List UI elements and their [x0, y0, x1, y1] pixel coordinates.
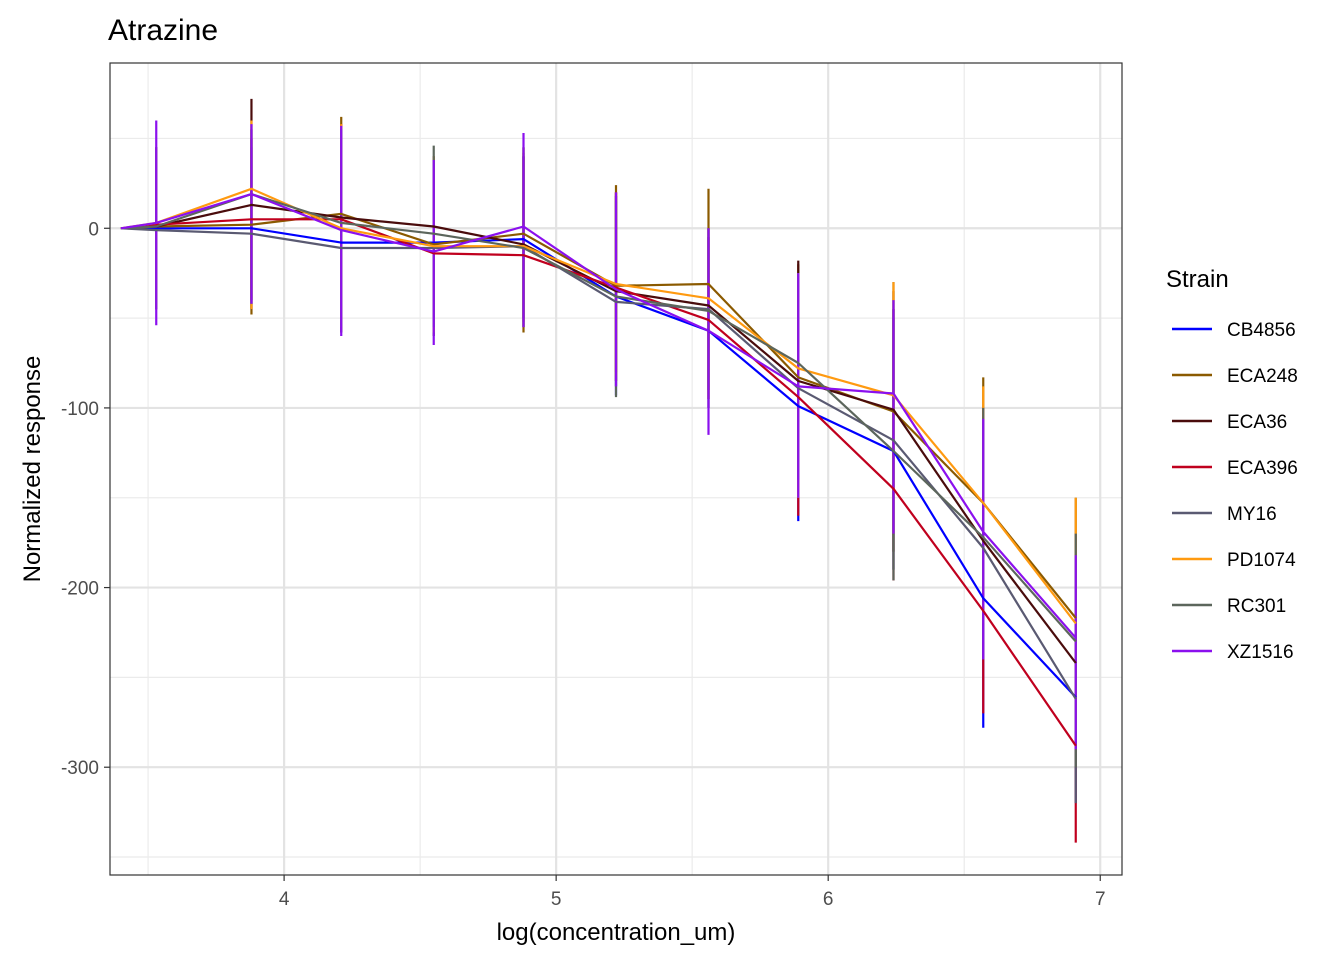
- x-axis-title: log(concentration_um): [497, 919, 736, 946]
- x-tick-label: 4: [279, 889, 290, 910]
- series-line-xz1516: [120, 193, 1077, 639]
- series-line-eca36: [120, 203, 1077, 664]
- chart-title: Atrazine: [108, 14, 218, 47]
- legend-label: MY16: [1227, 504, 1277, 525]
- legend-item-rc301: RC301: [1172, 596, 1286, 617]
- series-line-my16: [120, 227, 1077, 700]
- legend-item-cb4856: CB4856: [1172, 320, 1296, 341]
- legend-label: XZ1516: [1227, 642, 1294, 663]
- x-tick-label: 7: [1095, 889, 1106, 910]
- series-lines: [120, 187, 1077, 747]
- legend-label: ECA36: [1227, 412, 1287, 433]
- x-tick-label: 5: [551, 889, 562, 910]
- legend-label: CB4856: [1227, 320, 1296, 341]
- legend-label: ECA248: [1227, 366, 1298, 387]
- legend-item-my16: MY16: [1172, 504, 1277, 525]
- legend: Strain CB4856 ECA248 ECA36 ECA396 MY16 PD1074…: [1166, 266, 1298, 663]
- plot-panel-border: [109, 62, 1123, 876]
- legend-item-eca248: ECA248: [1172, 366, 1298, 387]
- legend-label: RC301: [1227, 596, 1286, 617]
- legend-item-pd1074: PD1074: [1172, 550, 1296, 571]
- legend-item-eca36: ECA36: [1172, 412, 1287, 433]
- x-tick-label: 6: [823, 889, 834, 910]
- y-tick-label: 0: [88, 219, 99, 240]
- series-line-eca248: [120, 212, 1077, 619]
- legend-item-eca396: ECA396: [1172, 458, 1298, 479]
- axis-ticks: 4 5 6 7 0 -100 -200 -300: [61, 219, 1106, 910]
- legend-item-xz1516: XZ1516: [1172, 642, 1294, 663]
- legend-label: ECA396: [1227, 458, 1298, 479]
- legend-title: Strain: [1166, 266, 1229, 293]
- y-axis-title: Normalized response: [19, 356, 46, 583]
- y-tick-label: -100: [61, 399, 99, 420]
- y-tick-label: -300: [61, 758, 99, 779]
- legend-label: PD1074: [1227, 550, 1296, 571]
- y-tick-label: -200: [61, 579, 99, 600]
- series-line-pd1074: [120, 187, 1077, 625]
